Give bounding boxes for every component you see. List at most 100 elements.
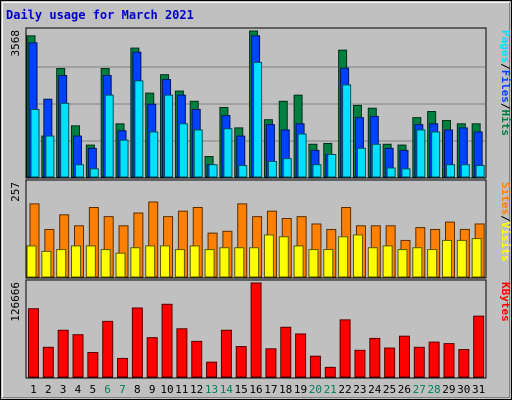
pages-bar — [134, 80, 144, 178]
kbytes-bar — [324, 366, 336, 378]
sites-bar — [323, 249, 334, 278]
pages-bar — [119, 139, 129, 178]
y-max-label-2: 257 — [9, 182, 22, 202]
kbytes-bar — [131, 307, 143, 378]
x-tick-label: 5 — [89, 383, 96, 396]
kbytes-bar — [443, 343, 455, 378]
sites-bar — [427, 249, 438, 278]
legend-entry: Hits — [499, 110, 512, 137]
kbytes-bar — [72, 334, 84, 378]
x-tick-label: 23 — [353, 383, 366, 396]
pages-bar — [75, 164, 85, 178]
kbytes-bar — [309, 355, 321, 378]
x-tick-label: 2 — [45, 383, 52, 396]
legend-1: Pages/Files/Hits — [499, 30, 512, 136]
legend-entry: Visits — [499, 222, 512, 262]
pages-bar — [149, 131, 159, 178]
pages-bar — [416, 129, 426, 178]
x-tick-label: 26 — [398, 383, 411, 396]
pages-bar — [401, 168, 411, 178]
kbytes-bar — [250, 282, 262, 378]
legend-entry: / — [499, 103, 512, 110]
x-tick-label: 8 — [134, 383, 141, 396]
x-tick-label: 24 — [368, 383, 382, 396]
x-tick-label: 29 — [442, 383, 455, 396]
pages-bar — [386, 167, 396, 178]
kbytes-bar — [280, 326, 292, 378]
pages-bar — [342, 84, 352, 178]
x-tick-label: 10 — [160, 383, 173, 396]
x-tick-label: 6 — [104, 383, 111, 396]
sites-bar — [145, 245, 156, 278]
sites-bar — [397, 249, 408, 278]
pages-bar — [208, 164, 218, 178]
sites-bar — [263, 234, 274, 278]
kbytes-bar — [413, 346, 425, 378]
sites-bar — [382, 245, 393, 278]
x-tick-label: 15 — [235, 383, 248, 396]
x-tick-label: 1 — [30, 383, 37, 396]
sites-bar — [130, 247, 141, 278]
kbytes-bar — [87, 352, 99, 378]
kbytes-bar — [102, 320, 114, 378]
legend-entry: / — [499, 63, 512, 70]
pages-bar — [282, 158, 292, 178]
sites-bar — [338, 236, 349, 278]
x-tick-label: 21 — [324, 383, 337, 396]
pages-bar — [104, 94, 114, 178]
kbytes-bar — [473, 315, 485, 378]
page-title: Daily usage for March 2021 — [6, 8, 194, 22]
x-tick-label: 25 — [383, 383, 396, 396]
sites-bar — [367, 247, 378, 278]
pages-bar — [327, 153, 337, 178]
legend-entry: Files — [499, 70, 512, 103]
y-max-label-1: 3568 — [9, 30, 22, 57]
legend-3: KBytes — [499, 282, 512, 322]
sites-bar — [471, 238, 482, 278]
legend-entry: Pages — [499, 30, 512, 63]
pages-bar — [431, 131, 441, 178]
x-tick-label: 17 — [264, 383, 277, 396]
pages-bar — [238, 165, 248, 178]
pages-bar — [297, 133, 307, 178]
sites-bar — [204, 249, 215, 278]
pages-bar — [45, 135, 55, 178]
x-tick-label: 16 — [249, 383, 262, 396]
legend-entry: / — [499, 215, 512, 222]
sites-bar — [456, 239, 467, 278]
sites-bar — [85, 245, 96, 278]
kbytes-bar — [146, 337, 158, 378]
legend-entry: KBytes — [499, 282, 512, 322]
pages-bar — [356, 147, 366, 178]
pages-bar — [164, 94, 174, 178]
sites-bar — [41, 250, 52, 278]
y-max-label-3: 126666 — [9, 282, 22, 322]
pages-bar — [178, 123, 188, 178]
pages-bar — [89, 168, 99, 178]
legend-entry: Sites — [499, 182, 512, 215]
x-tick-label: 22 — [338, 383, 351, 396]
pages-bar — [193, 129, 203, 178]
kbytes-bar — [206, 361, 218, 378]
pages-bar — [30, 108, 40, 178]
sites-bar — [56, 249, 67, 278]
sites-bar — [26, 245, 37, 278]
x-tick-label: 19 — [294, 383, 307, 396]
kbytes-bar — [458, 349, 470, 378]
pages-bar — [475, 165, 485, 178]
sites-bar — [308, 249, 319, 278]
kbytes-bar — [339, 319, 351, 378]
kbytes-bar — [428, 341, 440, 378]
sites-bar — [100, 249, 111, 278]
kbytes-bar — [117, 357, 129, 378]
sites-bar — [160, 245, 171, 278]
kbytes-bar — [384, 347, 396, 378]
sites-bar — [219, 247, 230, 278]
sites-bar — [189, 245, 200, 278]
x-tick-label: 31 — [472, 383, 485, 396]
kbytes-bar — [265, 348, 277, 378]
sites-bar — [71, 245, 82, 278]
x-tick-label: 7 — [119, 383, 126, 396]
kbytes-bar — [191, 340, 203, 378]
